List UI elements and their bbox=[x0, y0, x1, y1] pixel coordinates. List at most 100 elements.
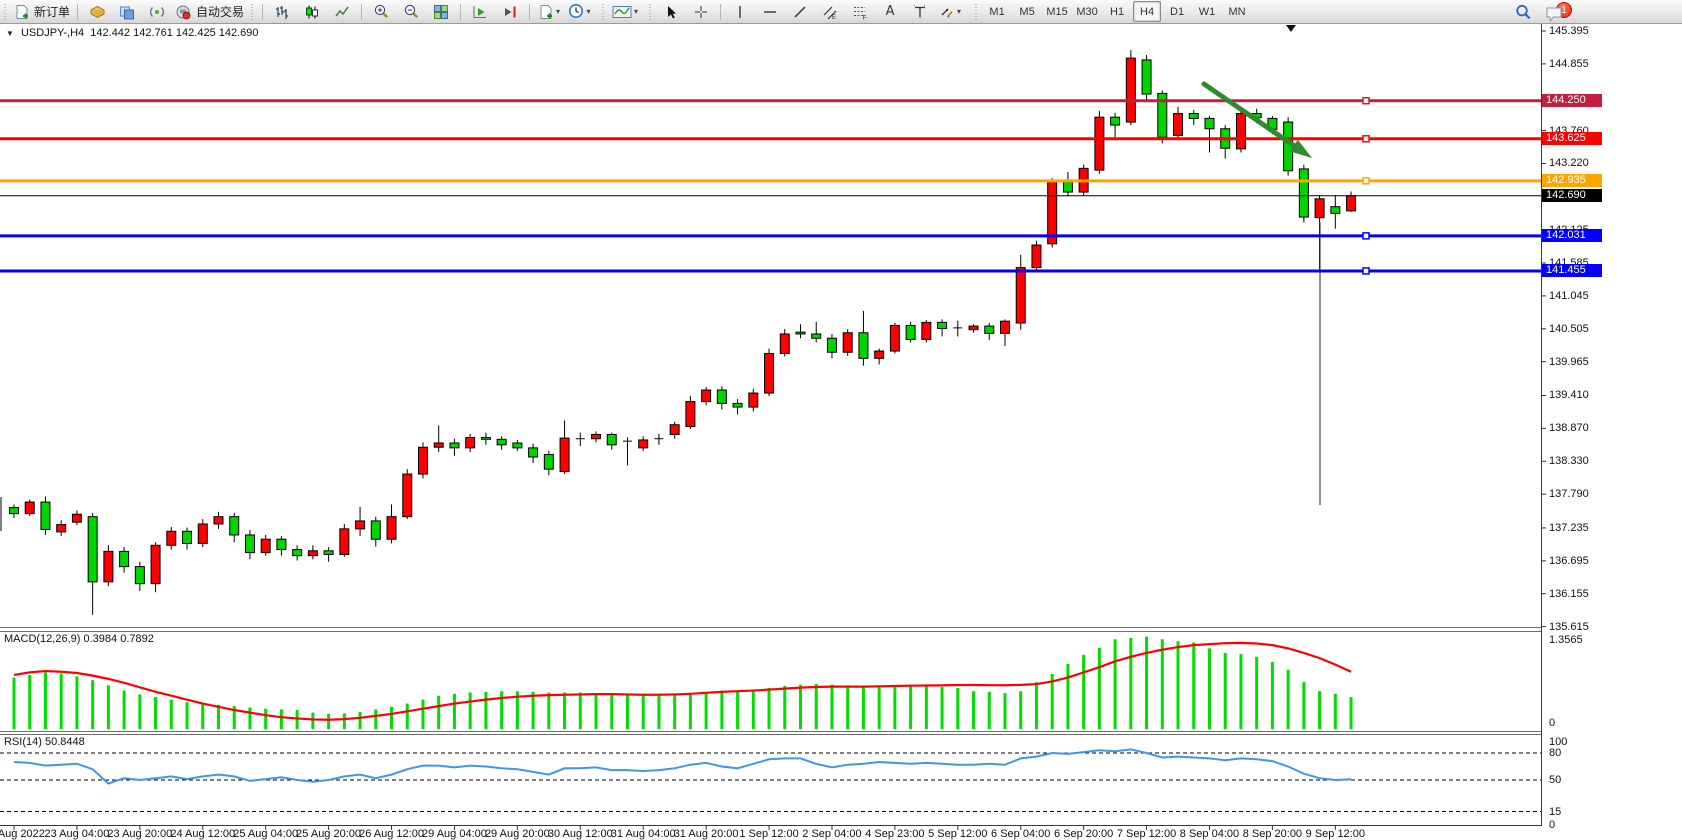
price-tick: 139.410 bbox=[1549, 389, 1589, 402]
horizontal-line-icon bbox=[762, 4, 778, 20]
autotrade-button[interactable]: 自动交易 bbox=[172, 1, 247, 23]
text-button[interactable]: A bbox=[875, 1, 905, 23]
price-tick: 136.155 bbox=[1549, 587, 1589, 600]
zoom-out-button[interactable] bbox=[396, 1, 426, 23]
zoom-in-icon bbox=[373, 3, 390, 20]
macd-panel[interactable] bbox=[0, 632, 1541, 731]
profiles-button[interactable] bbox=[112, 1, 142, 23]
timeframe-M5[interactable]: M5 bbox=[1019, 5, 1035, 18]
new-order-button[interactable]: 新订单 bbox=[11, 1, 73, 23]
vertical-line-button[interactable] bbox=[725, 1, 755, 23]
price-tick: 138.330 bbox=[1549, 455, 1589, 468]
autotrade-label: 自动交易 bbox=[196, 5, 245, 19]
svg-text:F: F bbox=[863, 14, 867, 20]
timeframe-M30[interactable]: M30 bbox=[1076, 5, 1098, 18]
svg-text:E: E bbox=[832, 15, 836, 20]
time-label: 8 Sep 20:00 bbox=[1242, 828, 1303, 840]
clock-icon bbox=[568, 3, 585, 20]
price-tick: 145.395 bbox=[1549, 25, 1589, 37]
rsi-label: RSI(14) 50.8448 bbox=[4, 736, 85, 748]
bars-chart-button[interactable] bbox=[267, 1, 297, 23]
candles-chart-icon bbox=[304, 4, 320, 20]
template-preview-button[interactable]: ▾ bbox=[609, 1, 641, 23]
rsi-panel[interactable] bbox=[0, 735, 1541, 825]
new-chart-button[interactable] bbox=[82, 1, 112, 23]
chart-shift-button[interactable] bbox=[495, 1, 525, 23]
fibonacci-button[interactable]: F bbox=[845, 1, 875, 23]
bars-chart-icon bbox=[274, 4, 290, 20]
cursor-arrow-icon bbox=[663, 4, 679, 20]
hline-price-label: 142.935 bbox=[1542, 173, 1602, 187]
time-label: 31 Aug 04:00 bbox=[610, 828, 676, 840]
signals-button[interactable] bbox=[142, 1, 172, 23]
autotrade-robot-icon bbox=[175, 4, 192, 20]
chat-bubble-icon bbox=[1545, 4, 1565, 23]
main-macd-splitter[interactable] bbox=[0, 627, 1541, 632]
zoom-out-icon bbox=[403, 3, 420, 20]
time-label: 6 Sep 20:00 bbox=[1053, 828, 1114, 840]
timeframe-MN[interactable]: MN bbox=[1228, 5, 1246, 18]
time-label: 7 Sep 12:00 bbox=[1116, 828, 1177, 840]
zoom-in-button[interactable] bbox=[366, 1, 396, 23]
time-label: 23 Aug 04:00 bbox=[44, 828, 110, 840]
ohlc-values: 142.442 142.761 142.425 142.690 bbox=[90, 27, 259, 39]
line-chart-icon bbox=[334, 4, 350, 20]
timeframe-M1[interactable]: M1 bbox=[989, 5, 1005, 18]
price-tick: 140.505 bbox=[1549, 322, 1589, 335]
line-chart-button[interactable] bbox=[327, 1, 357, 23]
candles-chart-button[interactable] bbox=[297, 1, 327, 23]
price-tick: 139.965 bbox=[1549, 355, 1589, 368]
text-label-button[interactable] bbox=[905, 1, 935, 23]
time-label: 29 Aug 20:00 bbox=[484, 828, 550, 840]
price-tick: 136.695 bbox=[1549, 554, 1589, 567]
arrows-icon bbox=[939, 4, 955, 20]
trendline-icon bbox=[792, 4, 808, 20]
tile-windows-button[interactable] bbox=[426, 1, 456, 23]
timeframe-D1[interactable]: D1 bbox=[1170, 5, 1185, 18]
chart-canvas[interactable] bbox=[0, 24, 1541, 627]
timeframe-W1[interactable]: W1 bbox=[1198, 5, 1216, 18]
rsi-scale-0: 0 bbox=[1549, 819, 1556, 831]
timeframe-H4[interactable]: H4 bbox=[1133, 1, 1162, 22]
price-tick: 135.615 bbox=[1549, 620, 1589, 633]
rsi-scale-50: 50 bbox=[1549, 774, 1562, 786]
price-tick: 138.870 bbox=[1549, 422, 1589, 435]
profiles-icon bbox=[119, 4, 135, 20]
channel-button[interactable]: E bbox=[815, 1, 845, 23]
macd-value-main: 0.3984 bbox=[83, 633, 118, 645]
price-tick: 141.045 bbox=[1549, 289, 1589, 302]
macd-scale-max: 1.3565 bbox=[1549, 634, 1583, 646]
time-axis-border bbox=[0, 825, 1541, 826]
crosshair-icon bbox=[693, 4, 709, 20]
time-label: 31 Aug 20:00 bbox=[673, 828, 739, 840]
indicator-preview-icon bbox=[612, 4, 632, 20]
search-button[interactable] bbox=[1508, 1, 1538, 23]
rsi-scale-100: 100 bbox=[1549, 736, 1568, 748]
new-order-icon bbox=[14, 4, 30, 20]
toolbar: 新订单 自动交易 bbox=[0, 0, 1682, 24]
time-label: 2 Sep 04:00 bbox=[802, 828, 862, 840]
price-tick: 137.235 bbox=[1549, 521, 1589, 534]
timeframe-H1[interactable]: H1 bbox=[1110, 5, 1125, 18]
trendline-button[interactable] bbox=[785, 1, 815, 23]
chat-button[interactable] bbox=[1540, 2, 1570, 24]
periods-button[interactable]: ▾ bbox=[564, 1, 594, 23]
chart-cube-icon bbox=[89, 4, 106, 20]
time-label: 24 Aug 12:00 bbox=[170, 828, 236, 840]
shapes-button[interactable]: ▾ bbox=[935, 1, 965, 23]
auto-scroll-button[interactable] bbox=[465, 1, 495, 23]
time-label: 8 Sep 04:00 bbox=[1179, 828, 1240, 840]
cursor-button[interactable] bbox=[656, 1, 686, 23]
timeframe-M15[interactable]: M15 bbox=[1046, 5, 1068, 18]
macd-rsi-splitter[interactable] bbox=[0, 731, 1541, 735]
time-label: 5 Sep 12:00 bbox=[928, 828, 988, 840]
chart-shift-marker[interactable] bbox=[1286, 25, 1296, 32]
timeframe-group: M1 M5 M15 M30 H1 H4 D1 W1 MN bbox=[982, 1, 1252, 22]
chart-shift-icon bbox=[502, 4, 518, 20]
horizontal-line-button[interactable] bbox=[755, 1, 785, 23]
time-label: 25 Aug 04:00 bbox=[233, 828, 299, 840]
time-label: 23 Aug 20:00 bbox=[107, 828, 173, 840]
indicators-button[interactable]: ▾ bbox=[534, 1, 564, 23]
time-label: 25 Aug 20:00 bbox=[296, 828, 362, 840]
crosshair-button[interactable] bbox=[686, 1, 716, 23]
